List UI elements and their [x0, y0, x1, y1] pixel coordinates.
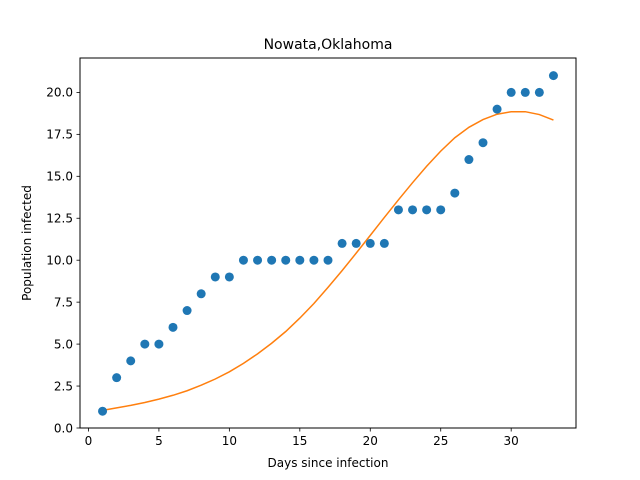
y-tick-label: 0.0	[54, 421, 73, 435]
y-tick-label: 15.0	[46, 170, 73, 184]
y-tick-label: 12.5	[46, 212, 73, 226]
data-point	[238, 255, 248, 265]
data-point	[365, 238, 375, 248]
data-point	[379, 238, 389, 248]
data-point	[478, 138, 488, 148]
data-point	[450, 188, 460, 198]
data-point	[140, 339, 150, 349]
y-tick-label: 20.0	[46, 86, 73, 100]
x-tick-label: 25	[433, 434, 448, 448]
x-axis: 0 5 10 15 20 25 30	[85, 428, 519, 448]
y-tick-label: 7.5	[54, 295, 73, 309]
x-tick-label: 10	[222, 434, 237, 448]
data-point	[337, 238, 347, 248]
data-point	[393, 205, 403, 215]
data-point	[112, 373, 122, 383]
data-point	[351, 238, 361, 248]
data-point	[408, 205, 418, 215]
data-point	[154, 339, 164, 349]
data-point	[309, 255, 319, 265]
y-tick-label: 17.5	[46, 128, 73, 142]
data-point	[295, 255, 305, 265]
x-tick-label: 5	[155, 434, 163, 448]
y-tick-label: 5.0	[54, 337, 73, 351]
y-tick-label: 10.0	[46, 253, 73, 267]
fit-curve-line	[102, 110, 554, 412]
x-axis-label: Days since infection	[268, 456, 389, 470]
data-point	[520, 87, 530, 97]
data-point	[168, 322, 178, 332]
data-point	[126, 356, 136, 366]
chart-title: Nowata,Oklahoma	[264, 37, 393, 53]
data-point	[253, 255, 263, 265]
y-axis-label: Population infected	[20, 185, 34, 301]
marks-layer	[98, 71, 558, 416]
data-point	[506, 87, 516, 97]
data-point	[182, 306, 192, 316]
data-point	[210, 272, 220, 282]
axes-frame	[79, 57, 577, 429]
data-point	[98, 406, 108, 416]
axes-layer	[79, 57, 577, 429]
data-point	[267, 255, 277, 265]
data-point	[492, 104, 502, 114]
data-point	[281, 255, 291, 265]
y-tick-label: 2.5	[54, 379, 73, 393]
data-point	[436, 205, 446, 215]
plot-area	[80, 58, 576, 428]
data-point	[422, 205, 432, 215]
data-point	[464, 155, 474, 165]
data-point	[196, 289, 206, 299]
y-axis: 0.0 2.5 5.0 7.5 10.0 12.5 15.0 17.5 20.0	[46, 86, 80, 435]
data-point	[323, 255, 333, 265]
data-point	[534, 87, 544, 97]
data-point	[224, 272, 234, 282]
x-tick-label: 15	[292, 434, 307, 448]
x-tick-label: 20	[363, 434, 378, 448]
x-tick-label: 0	[85, 434, 93, 448]
data-point	[548, 71, 558, 81]
x-tick-label: 30	[504, 434, 519, 448]
